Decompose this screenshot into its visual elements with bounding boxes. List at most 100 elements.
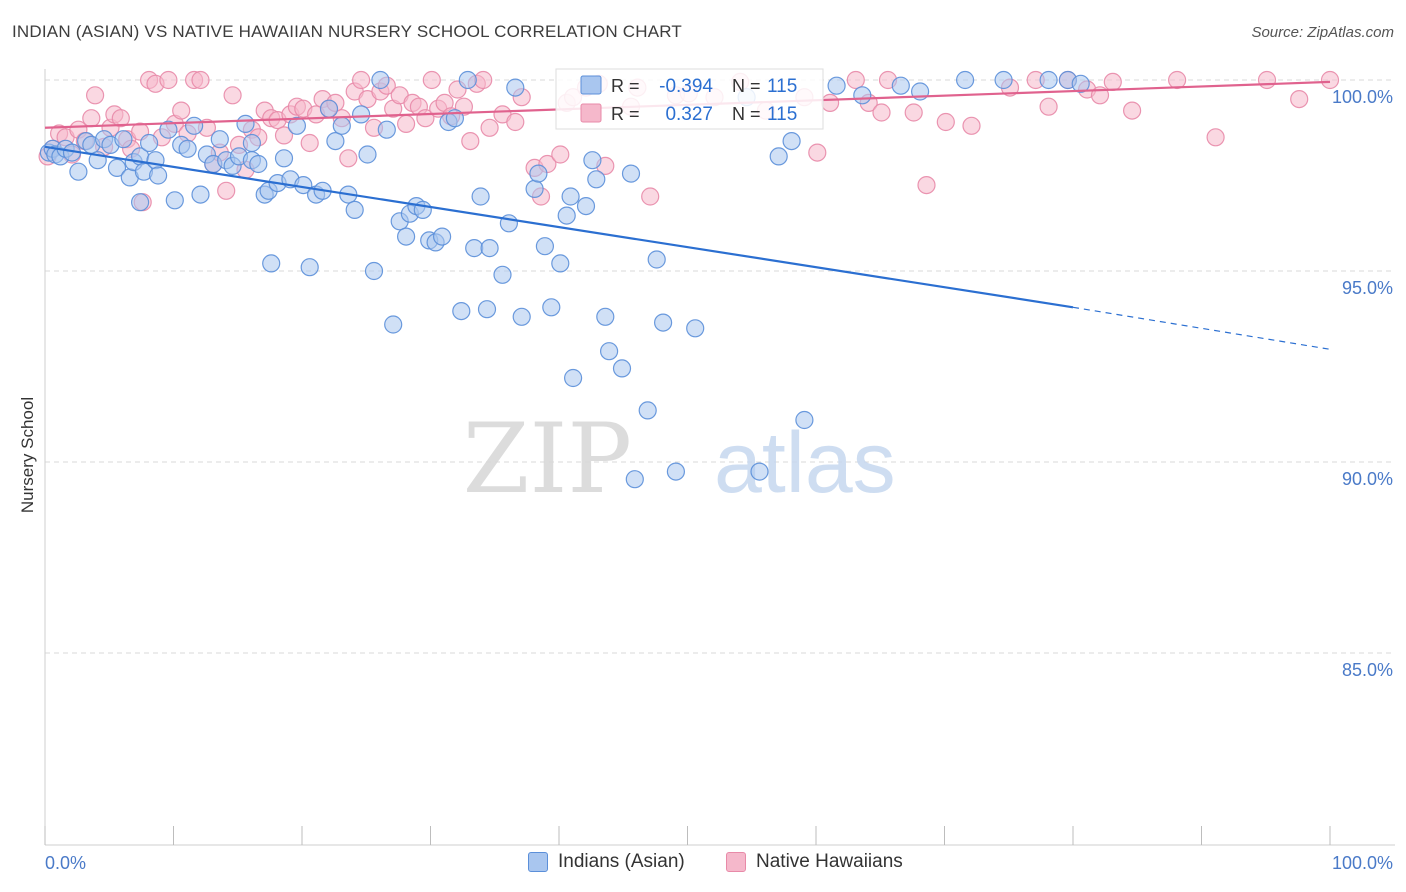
indians-asian-point-13: [114, 130, 133, 149]
indians-asian-point-40: [262, 254, 281, 273]
native-hawaiians-point-85: [641, 187, 660, 206]
native-hawaiians-point-93: [820, 93, 840, 113]
indians-asian-point-22: [159, 120, 178, 139]
watermark-atlas: atlas: [714, 415, 896, 511]
indians-asian-point-78: [506, 78, 525, 97]
watermark-zip: ZIP: [463, 403, 632, 515]
indians-asian-point-49: [319, 99, 339, 118]
trend-line-indians-asian-extension: [1072, 306, 1331, 350]
x-tick-label-0: 0.0%: [45, 853, 86, 873]
indians-asian-point-103: [769, 147, 788, 166]
indians-asian-point-72: [465, 239, 484, 258]
indians-asian-point-59: [384, 315, 403, 334]
indians-asian-point-80: [525, 179, 544, 198]
legend-blue-r-value: -0.394: [659, 76, 713, 97]
indians-asian-point-51: [332, 116, 351, 135]
indians-asian-point-58: [377, 120, 396, 139]
legend-item-native-hawaiians[interactable]: Native Hawaiians: [726, 851, 903, 873]
indians-asian-point-99: [666, 462, 686, 481]
native-hawaiians-point-57: [397, 114, 416, 134]
indians-asian-point-91: [596, 307, 615, 326]
indians-asian-point-27: [191, 185, 210, 204]
indians-asian-point-6: [69, 162, 88, 181]
y-tick-label-0: 85.0%: [1342, 660, 1393, 680]
indians-asian-point-53: [345, 200, 364, 219]
native-hawaiians-point-110: [1167, 70, 1187, 90]
trend-line-indians-asian: [44, 145, 1074, 309]
native-hawaiians-point-30: [223, 86, 242, 105]
native-hawaiians-point-67: [461, 132, 480, 151]
native-hawaiians-point-20: [159, 70, 178, 90]
native-hawaiians-point-94: [846, 70, 865, 90]
native-hawaiians-point-96: [872, 103, 891, 122]
indians-asian-point-106: [827, 76, 846, 95]
indians-asian-point-56: [364, 261, 384, 281]
indians-asian-point-105: [795, 410, 814, 430]
x-tick-label-1: 100.0%: [1332, 853, 1393, 873]
indians-asian-point-71: [458, 70, 477, 90]
legend-blue-swatch: [580, 75, 602, 95]
indians-asian-point-107: [853, 86, 872, 105]
indians-asian-point-92: [599, 342, 619, 361]
legend-pink-r-label: R =: [611, 104, 640, 124]
legend-pink-n-label: N =: [732, 104, 761, 124]
indians-asian-point-42: [274, 149, 294, 168]
indians-asian-point-18: [131, 193, 150, 212]
legend-label-indians-asian: Indians (Asian): [558, 851, 685, 872]
indians-asian-point-21: [149, 166, 168, 185]
indians-asian-point-37: [249, 154, 268, 174]
native-hawaiians-point-101: [962, 116, 981, 135]
watermark: ZIP atlas: [463, 403, 896, 515]
indians-asian-point-19: [140, 133, 159, 153]
native-hawaiians-point-25: [191, 70, 210, 90]
indians-asian-point-110: [955, 70, 975, 90]
indians-asian-point-35: [242, 133, 261, 153]
indians-asian-point-34: [236, 114, 255, 134]
indians-asian-point-55: [358, 145, 377, 164]
legend-blue-n-value: 115: [767, 76, 797, 97]
axes: [44, 69, 1395, 846]
indians-asian-point-93: [612, 359, 632, 378]
native-hawaiians-point-109: [1122, 101, 1142, 120]
native-hawaiians-point-112: [1257, 70, 1277, 90]
legend-pink-n-value: 115: [767, 104, 797, 125]
indians-asian-point-114: [1071, 74, 1090, 93]
legend-bottom: Indians (Asian) Native Hawaiians: [0, 851, 1406, 879]
legend-blue-n-label: N =: [732, 76, 761, 96]
native-hawaiians-point-72: [506, 112, 525, 132]
indians-asian-point-98: [653, 313, 673, 332]
indians-asian-point-85: [557, 206, 576, 225]
indians-asian-point-44: [287, 116, 306, 135]
tick-labels: 85.0% 90.0% 95.0% 100.0% 0.0% 100.0%: [45, 87, 1393, 873]
native-hawaiians-point-114: [1320, 70, 1340, 90]
indians-asian-point-73: [471, 187, 490, 206]
indians-asian-point-86: [561, 187, 580, 206]
native-hawaiians-point-108: [1103, 72, 1122, 92]
indians-asian-point-112: [1039, 70, 1058, 90]
indians-asian-point-82: [535, 237, 555, 256]
indians-asian-point-95: [625, 470, 644, 489]
indians-asian-point-61: [397, 227, 416, 246]
native-hawaiians-point-42: [300, 133, 319, 153]
indians-asian-point-104: [782, 132, 801, 151]
indians-asian-point-70: [452, 302, 471, 321]
native-hawaiians-point-61: [422, 70, 441, 90]
native-hawaiians-point-8: [85, 86, 105, 105]
indians-asian-point-25: [178, 139, 197, 158]
legend-top: R = -0.394 N = 115 R = 0.327 N = 115: [555, 68, 824, 130]
indians-asian-point-102: [750, 462, 769, 481]
native-hawaiians-point-7: [82, 109, 101, 128]
y-tick-label-3: 100.0%: [1332, 87, 1393, 107]
indians-asian-point-75: [480, 239, 499, 258]
indians-asian-point-88: [576, 197, 596, 216]
indians-asian-point-74: [477, 300, 497, 319]
indians-asian-point-23: [165, 191, 184, 210]
native-hawaiians-point-29: [217, 181, 236, 200]
native-hawaiians-point-38: [274, 126, 294, 145]
chart-title: INDIAN (ASIAN) VS NATIVE HAWAIIAN NURSER…: [12, 22, 683, 41]
indians-asian-point-81: [529, 164, 548, 183]
native-hawaiians-point-50: [352, 70, 371, 90]
legend-item-indians-asian[interactable]: Indians (Asian): [528, 851, 685, 873]
legend-pink-swatch: [580, 103, 602, 123]
legend-swatch-pink: [726, 852, 746, 872]
